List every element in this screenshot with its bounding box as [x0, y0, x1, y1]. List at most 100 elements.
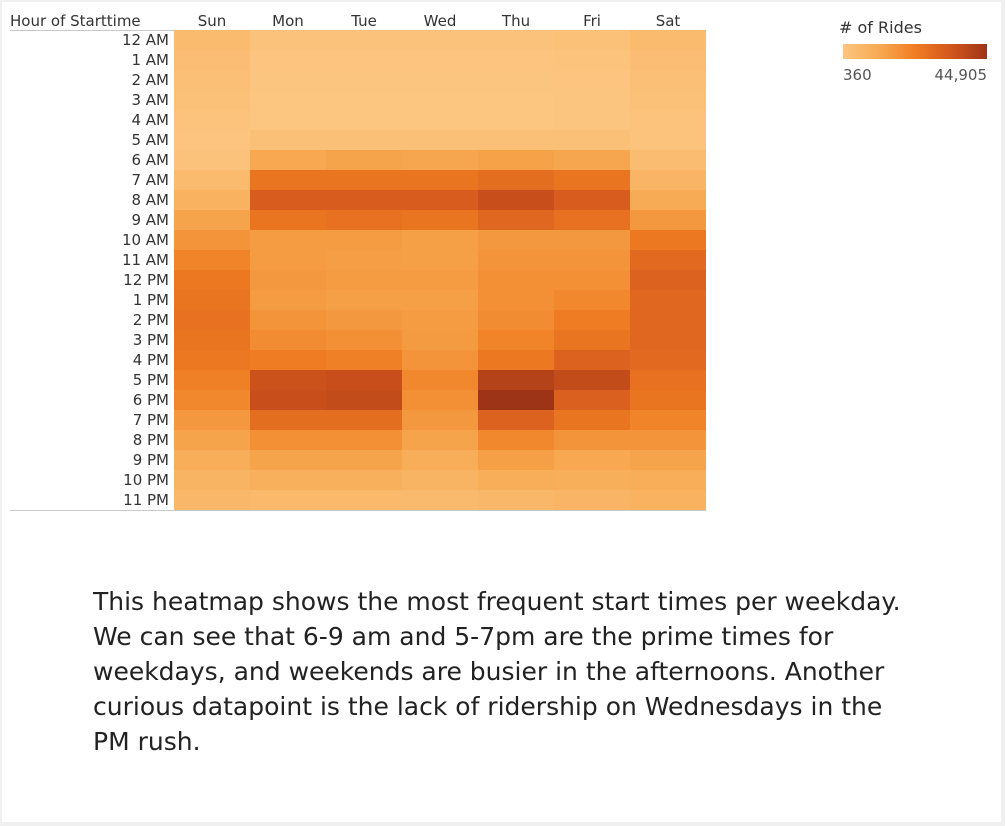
- heatmap-cell[interactable]: [630, 150, 706, 170]
- heatmap-cell[interactable]: [174, 210, 250, 230]
- heatmap-cell[interactable]: [478, 490, 554, 510]
- heatmap-cell[interactable]: [402, 190, 478, 210]
- heatmap-cell[interactable]: [630, 390, 706, 410]
- heatmap-cell[interactable]: [630, 210, 706, 230]
- heatmap-cell[interactable]: [554, 290, 630, 310]
- heatmap-cell[interactable]: [478, 50, 554, 70]
- heatmap-cell[interactable]: [174, 30, 250, 50]
- heatmap-cell[interactable]: [554, 390, 630, 410]
- heatmap-cell[interactable]: [402, 330, 478, 350]
- heatmap-cell[interactable]: [250, 430, 326, 450]
- heatmap-cell[interactable]: [554, 270, 630, 290]
- heatmap-cell[interactable]: [250, 330, 326, 350]
- heatmap-cell[interactable]: [326, 390, 402, 410]
- heatmap-cell[interactable]: [250, 390, 326, 410]
- heatmap-cell[interactable]: [402, 370, 478, 390]
- heatmap-cell[interactable]: [630, 290, 706, 310]
- heatmap-cell[interactable]: [478, 210, 554, 230]
- heatmap-cell[interactable]: [478, 270, 554, 290]
- heatmap-cell[interactable]: [326, 130, 402, 150]
- heatmap-cell[interactable]: [554, 110, 630, 130]
- heatmap-cell[interactable]: [630, 130, 706, 150]
- heatmap-cell[interactable]: [402, 290, 478, 310]
- heatmap-cell[interactable]: [630, 110, 706, 130]
- heatmap-cell[interactable]: [402, 90, 478, 110]
- heatmap-cell[interactable]: [326, 470, 402, 490]
- heatmap-cell[interactable]: [554, 230, 630, 250]
- heatmap-cell[interactable]: [326, 250, 402, 270]
- heatmap-cell[interactable]: [630, 270, 706, 290]
- heatmap-cell[interactable]: [174, 490, 250, 510]
- heatmap-cell[interactable]: [554, 70, 630, 90]
- heatmap-cell[interactable]: [402, 170, 478, 190]
- heatmap-cell[interactable]: [250, 250, 326, 270]
- heatmap-cell[interactable]: [174, 110, 250, 130]
- heatmap-cell[interactable]: [630, 410, 706, 430]
- heatmap-cell[interactable]: [402, 30, 478, 50]
- heatmap-cell[interactable]: [174, 270, 250, 290]
- heatmap-cell[interactable]: [554, 130, 630, 150]
- heatmap-cell[interactable]: [402, 450, 478, 470]
- heatmap-cell[interactable]: [250, 150, 326, 170]
- heatmap-cell[interactable]: [326, 210, 402, 230]
- heatmap-cell[interactable]: [478, 190, 554, 210]
- heatmap-cell[interactable]: [402, 410, 478, 430]
- heatmap-cell[interactable]: [478, 410, 554, 430]
- heatmap-cell[interactable]: [402, 110, 478, 130]
- heatmap-cell[interactable]: [630, 350, 706, 370]
- heatmap-cell[interactable]: [554, 330, 630, 350]
- heatmap-cell[interactable]: [478, 110, 554, 130]
- heatmap-cell[interactable]: [250, 210, 326, 230]
- heatmap-cell[interactable]: [174, 150, 250, 170]
- heatmap-cell[interactable]: [174, 370, 250, 390]
- heatmap-cell[interactable]: [250, 90, 326, 110]
- heatmap-cell[interactable]: [174, 350, 250, 370]
- heatmap-cell[interactable]: [250, 230, 326, 250]
- heatmap-cell[interactable]: [630, 70, 706, 90]
- heatmap-cell[interactable]: [174, 190, 250, 210]
- heatmap-cell[interactable]: [478, 150, 554, 170]
- heatmap-cell[interactable]: [326, 30, 402, 50]
- heatmap-cell[interactable]: [402, 210, 478, 230]
- heatmap-cell[interactable]: [250, 470, 326, 490]
- heatmap-cell[interactable]: [174, 330, 250, 350]
- heatmap-cell[interactable]: [326, 330, 402, 350]
- heatmap-cell[interactable]: [174, 250, 250, 270]
- heatmap-cell[interactable]: [554, 470, 630, 490]
- heatmap-cell[interactable]: [326, 410, 402, 430]
- heatmap-cell[interactable]: [250, 30, 326, 50]
- heatmap-cell[interactable]: [630, 470, 706, 490]
- heatmap-cell[interactable]: [250, 270, 326, 290]
- heatmap-cell[interactable]: [630, 490, 706, 510]
- heatmap-cell[interactable]: [630, 430, 706, 450]
- heatmap-cell[interactable]: [402, 250, 478, 270]
- heatmap-cell[interactable]: [326, 150, 402, 170]
- heatmap-cell[interactable]: [402, 150, 478, 170]
- heatmap-cell[interactable]: [554, 410, 630, 430]
- heatmap-cell[interactable]: [174, 130, 250, 150]
- heatmap-cell[interactable]: [402, 490, 478, 510]
- heatmap-cell[interactable]: [554, 50, 630, 70]
- heatmap-cell[interactable]: [250, 170, 326, 190]
- heatmap-cell[interactable]: [478, 350, 554, 370]
- heatmap-cell[interactable]: [250, 290, 326, 310]
- heatmap-cell[interactable]: [174, 470, 250, 490]
- heatmap-cell[interactable]: [174, 430, 250, 450]
- heatmap-cell[interactable]: [174, 50, 250, 70]
- heatmap-cell[interactable]: [250, 490, 326, 510]
- heatmap-cell[interactable]: [326, 310, 402, 330]
- heatmap-cell[interactable]: [250, 370, 326, 390]
- heatmap-cell[interactable]: [630, 50, 706, 70]
- heatmap-cell[interactable]: [554, 150, 630, 170]
- heatmap-cell[interactable]: [326, 490, 402, 510]
- heatmap-cell[interactable]: [630, 230, 706, 250]
- heatmap-cell[interactable]: [554, 310, 630, 330]
- heatmap-cell[interactable]: [478, 430, 554, 450]
- heatmap-cell[interactable]: [250, 110, 326, 130]
- heatmap-cell[interactable]: [554, 210, 630, 230]
- heatmap-cell[interactable]: [478, 310, 554, 330]
- heatmap-cell[interactable]: [402, 70, 478, 90]
- heatmap-cell[interactable]: [402, 350, 478, 370]
- heatmap-cell[interactable]: [554, 370, 630, 390]
- heatmap-cell[interactable]: [326, 450, 402, 470]
